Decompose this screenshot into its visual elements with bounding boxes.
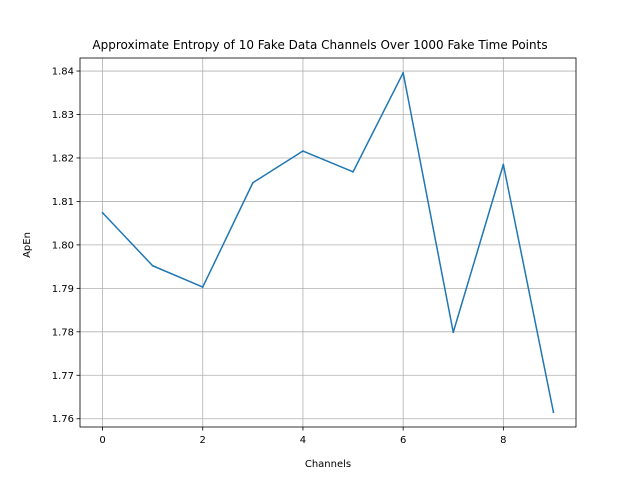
y-tick-label: 1.82 bbox=[52, 153, 74, 164]
plot-frame bbox=[79, 57, 577, 428]
chart-title: Approximate Entropy of 10 Fake Data Chan… bbox=[92, 38, 547, 52]
data-point bbox=[452, 331, 455, 334]
x-tick-label: 6 bbox=[400, 435, 406, 446]
x-tick-label: 4 bbox=[300, 435, 306, 446]
series-line bbox=[102, 72, 555, 413]
y-tick-label: 1.76 bbox=[52, 414, 74, 425]
y-tick-label: 1.83 bbox=[52, 110, 74, 121]
y-tick-label: 1.81 bbox=[52, 197, 74, 208]
data-point bbox=[201, 286, 204, 288]
tick-layer: 0 2 4 6 8 1.76 1.77 1.78 1.79 1.80 1.81 1.82 1.83 1.8… bbox=[52, 67, 507, 446]
y-tick-label: 1.79 bbox=[52, 284, 74, 295]
data-point bbox=[352, 170, 354, 173]
x-tick-label: 0 bbox=[99, 435, 105, 446]
data-point bbox=[552, 411, 555, 414]
data-point bbox=[251, 181, 254, 184]
series-layer bbox=[101, 71, 555, 414]
data-point bbox=[302, 150, 304, 152]
y-tick-label: 1.78 bbox=[52, 327, 74, 338]
y-tick-label: 1.80 bbox=[52, 240, 74, 251]
y-tick-label: 1.77 bbox=[52, 371, 74, 382]
y-tick-label: 1.84 bbox=[52, 67, 74, 78]
data-point bbox=[101, 211, 104, 214]
grid-layer bbox=[80, 58, 576, 427]
data-point bbox=[151, 264, 154, 267]
data-point bbox=[502, 163, 505, 166]
y-axis-label: ApEn bbox=[22, 232, 33, 258]
x-tick-label: 2 bbox=[200, 435, 206, 446]
x-tick-label: 8 bbox=[500, 435, 506, 446]
data-point bbox=[402, 71, 405, 74]
x-axis-label: Channels bbox=[305, 459, 351, 470]
